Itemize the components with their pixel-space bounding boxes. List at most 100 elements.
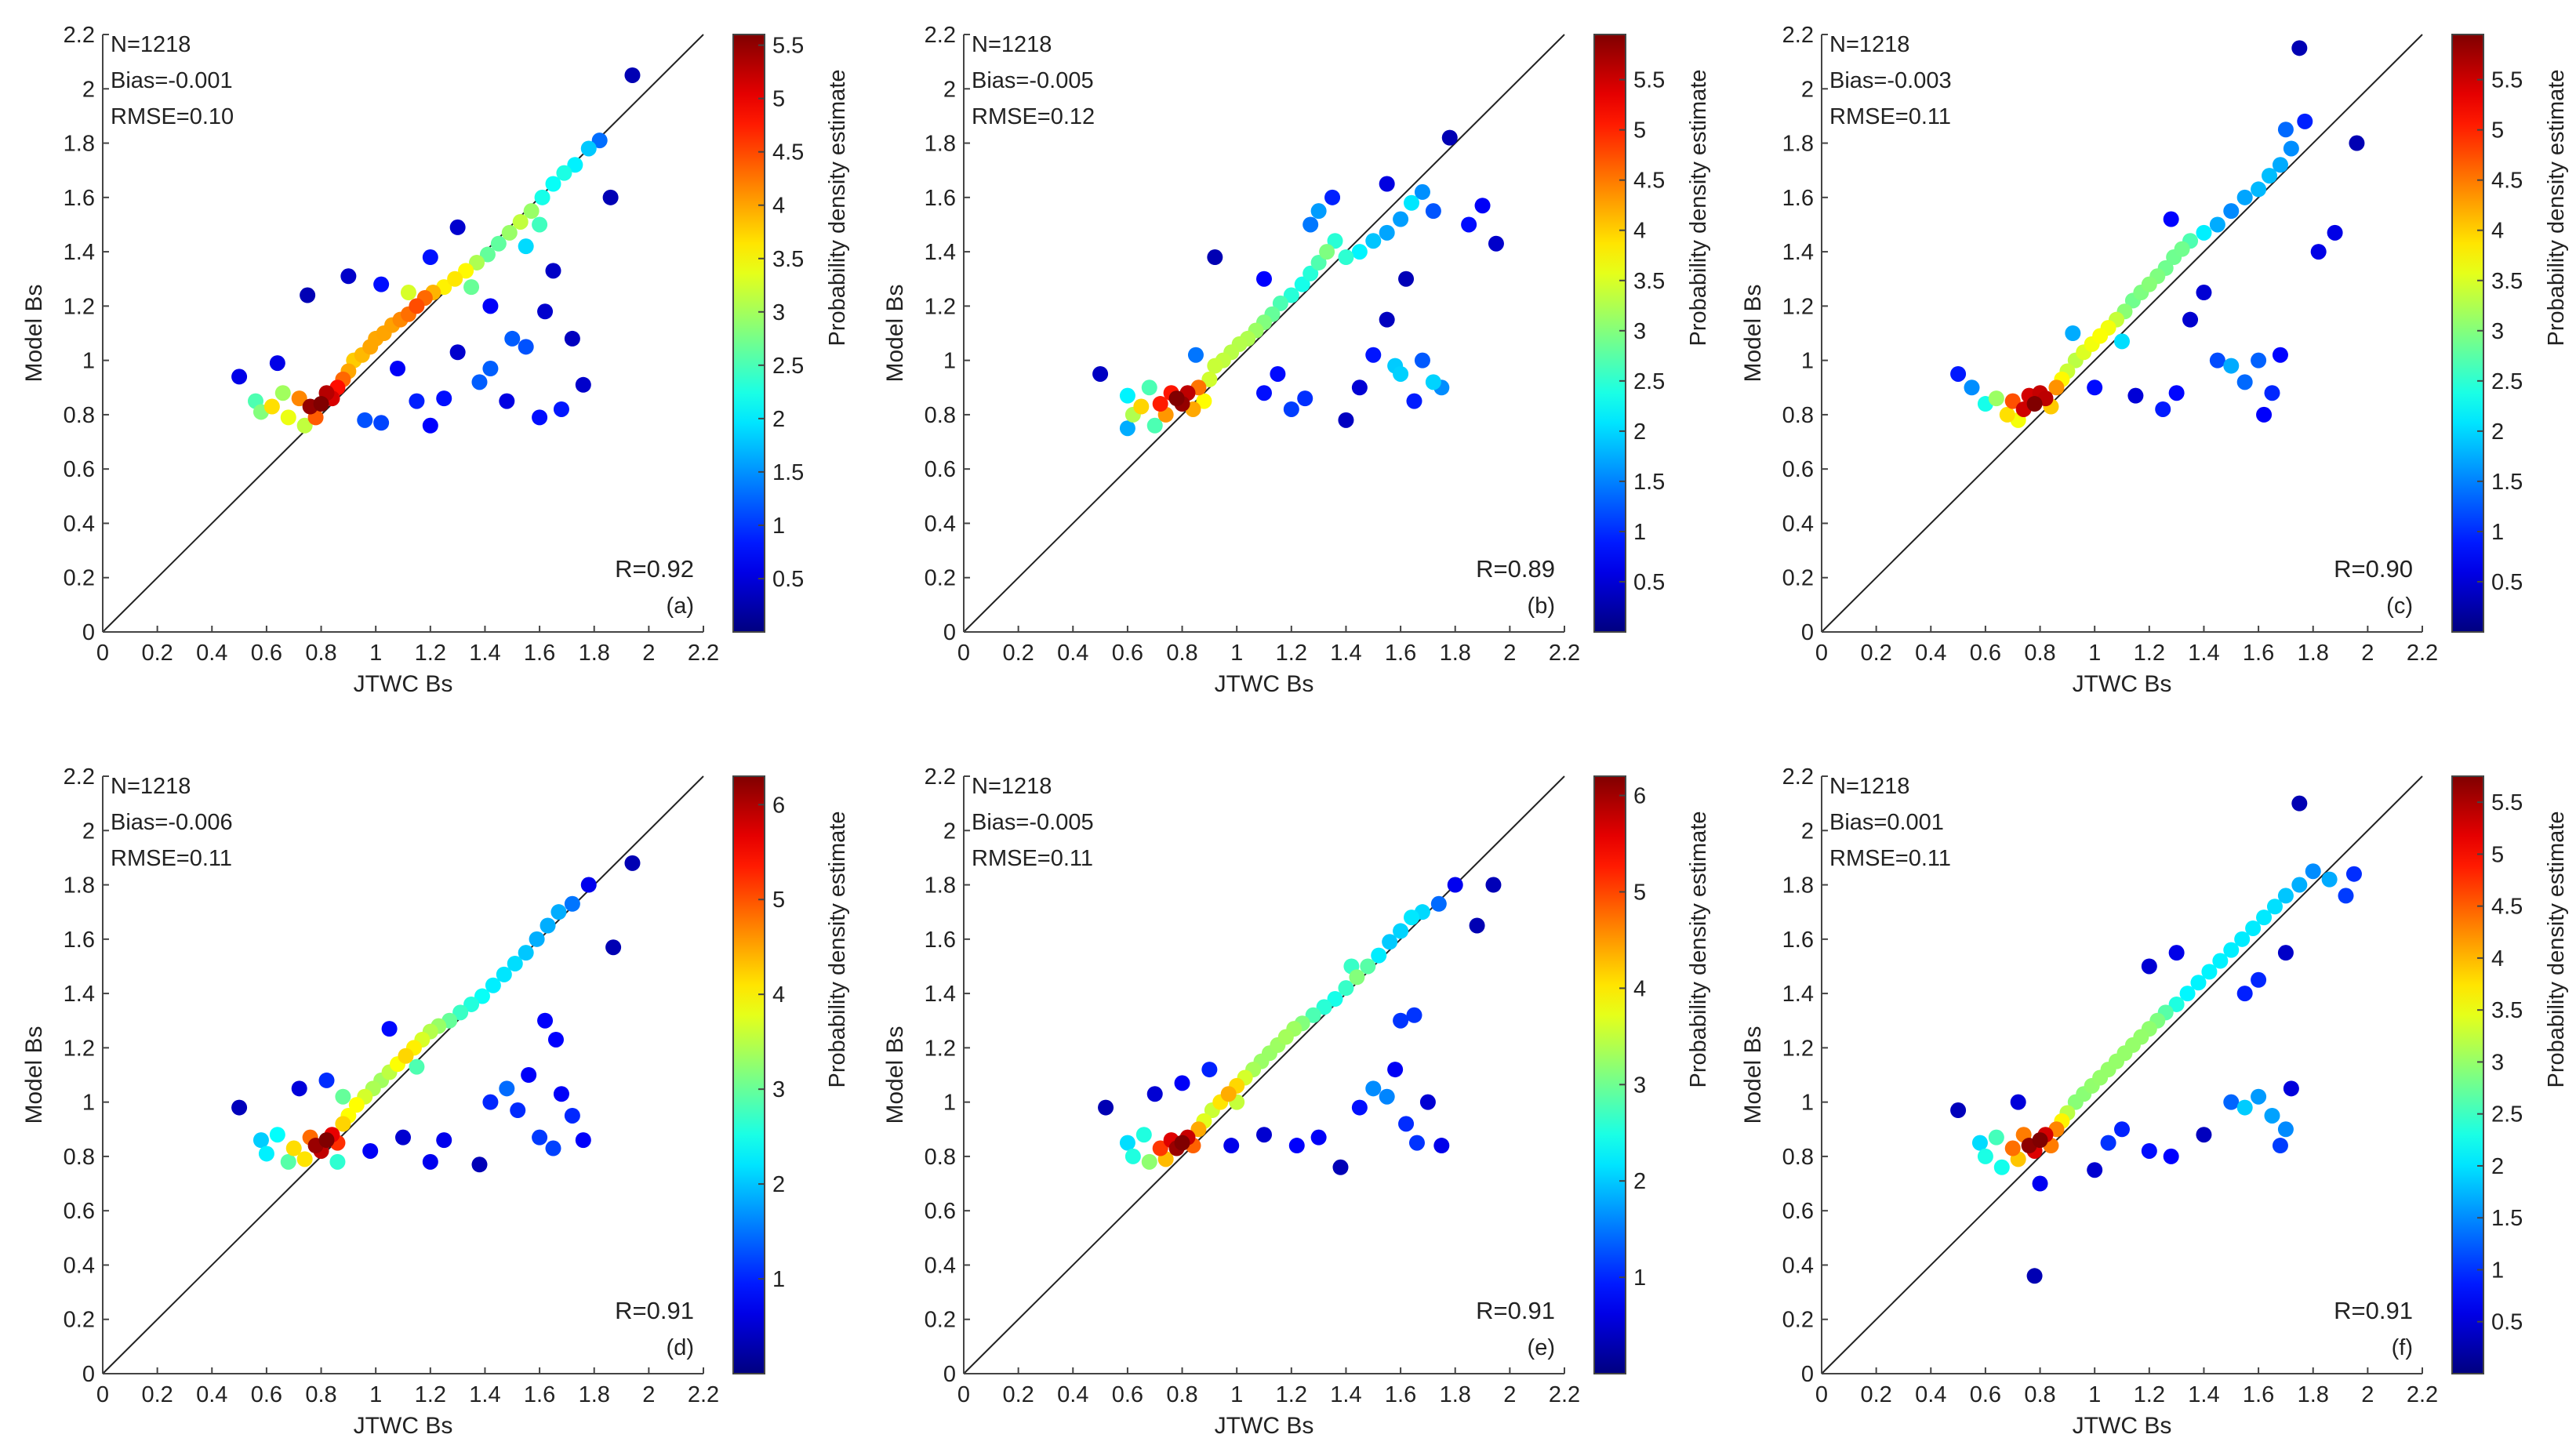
data-point	[1223, 1138, 1240, 1154]
y-tick-label: 0.2	[1782, 1308, 1814, 1333]
data-point	[2087, 379, 2103, 396]
x-tick-label: 0.8	[2024, 641, 2055, 666]
y-tick-label: 0.4	[64, 511, 95, 536]
data-point	[1146, 1086, 1163, 1102]
y-tick-label: 0.8	[64, 403, 95, 428]
panel-label: (c)	[2386, 594, 2413, 619]
data-point	[280, 409, 296, 426]
x-tick-label: 0.6	[1112, 1382, 1143, 1407]
data-point	[510, 1102, 526, 1119]
data-point	[1207, 358, 1223, 374]
scatter-panel-b: 0 0.2 0.4 0.6 0.8 1 1.2 1.4 1.6 1.8 2 2.2 0 0.2 0.4 0.6…	[882, 23, 1711, 697]
data-point	[2251, 181, 2267, 198]
correlation-text: R=0.91	[2334, 1297, 2413, 1324]
y-tick-label: 1.6	[925, 186, 956, 211]
data-point	[1365, 233, 1382, 249]
x-tick-label: 1.6	[524, 641, 555, 666]
data-point	[313, 396, 329, 412]
data-point	[422, 249, 438, 266]
data-point	[458, 263, 474, 279]
stats-text: N=1218	[1829, 774, 1909, 799]
data-point	[269, 355, 285, 372]
colorbar-tick-label: 4.5	[772, 140, 804, 165]
data-point	[2262, 168, 2278, 184]
data-point	[1349, 969, 1365, 986]
x-tick-label: 0	[1815, 641, 1828, 666]
data-point	[1297, 390, 1313, 407]
data-point	[474, 988, 490, 1004]
stats-text: N=1218	[111, 774, 191, 799]
y-tick-label: 0	[1801, 1362, 1814, 1387]
data-point	[602, 189, 619, 205]
x-tick-label: 1	[1230, 1382, 1243, 1407]
data-point	[269, 1127, 285, 1143]
colorbar-tick-label: 2.5	[1633, 369, 1665, 394]
data-point	[1988, 390, 2004, 407]
colorbar-tick-label: 3	[2491, 319, 2504, 344]
data-point	[1360, 958, 1376, 975]
y-tick-label: 0.6	[925, 457, 956, 482]
data-point	[2201, 964, 2218, 980]
stats-text: N=1218	[111, 32, 191, 57]
data-point	[2283, 1080, 2299, 1097]
colorbar-tick-label: 1.5	[2491, 1206, 2523, 1231]
colorbar-label: Probability density estimate	[1686, 812, 1711, 1088]
data-point	[2087, 1162, 2103, 1178]
y-tick-label: 1	[943, 1091, 956, 1116]
data-point	[1220, 1086, 1237, 1102]
data-point	[1190, 1121, 1207, 1138]
data-point	[1098, 1099, 1114, 1116]
colorbar-tick-label: 2	[1633, 1169, 1646, 1194]
data-point	[2223, 942, 2240, 958]
x-tick-label: 2.2	[688, 1382, 719, 1407]
y-tick-label: 1.2	[1782, 1036, 1814, 1061]
data-point	[1277, 1029, 1294, 1045]
data-point	[482, 361, 499, 377]
data-point	[1488, 235, 1504, 252]
x-tick-label: 0.8	[2024, 1382, 2055, 1407]
correlation-text: R=0.92	[615, 555, 694, 583]
data-point	[1119, 387, 1135, 404]
y-axis-label: Model Bs	[1740, 1026, 1766, 1124]
colorbar-tick-label: 3	[1633, 1073, 1646, 1098]
data-point	[521, 1067, 537, 1083]
data-point	[1294, 276, 1310, 292]
y-tick-label: 1.4	[925, 982, 956, 1007]
data-point	[1398, 1116, 1415, 1132]
data-point	[2236, 986, 2253, 1002]
data-point	[2174, 241, 2190, 257]
y-tick-label: 0	[1801, 620, 1814, 645]
y-tick-label: 1.8	[925, 873, 956, 899]
data-point	[479, 246, 496, 263]
data-point	[1387, 1062, 1404, 1078]
y-tick-label: 1.6	[925, 928, 956, 953]
data-point	[1141, 1153, 1157, 1170]
data-point	[1338, 249, 1354, 266]
data-point	[1379, 1088, 1395, 1105]
x-tick-label: 0.4	[1057, 641, 1088, 666]
colorbar-tick-label: 1	[2491, 520, 2504, 545]
colorbar-tick-label: 4	[1633, 219, 1646, 244]
data-point	[507, 955, 523, 971]
data-point	[550, 904, 567, 920]
data-point	[1256, 385, 1272, 401]
x-tick-label: 0.4	[1915, 641, 1946, 666]
colorbar-tick-label: 4.5	[2491, 169, 2523, 194]
stats-text: N=1218	[1829, 32, 1909, 57]
data-point	[523, 203, 540, 220]
colorbar-tick-label: 1	[2491, 1258, 2504, 1283]
data-point	[274, 385, 291, 401]
data-point	[2223, 203, 2240, 220]
data-point	[1469, 917, 1485, 934]
data-point	[1303, 216, 1319, 233]
x-tick-label: 0.4	[196, 1382, 227, 1407]
x-axis-label: JTWC Bs	[1215, 671, 1314, 697]
data-point	[545, 176, 561, 192]
scatter-panel-e: 0 0.2 0.4 0.6 0.8 1 1.2 1.4 1.6 1.8 2 2.2 0 0.2 0.4 0.6…	[882, 764, 1711, 1439]
data-point	[553, 1086, 569, 1102]
data-point	[2236, 1099, 2253, 1116]
x-tick-label: 1.6	[2243, 1382, 2274, 1407]
data-point	[564, 895, 580, 912]
data-point	[591, 133, 608, 149]
data-point	[2291, 40, 2308, 56]
